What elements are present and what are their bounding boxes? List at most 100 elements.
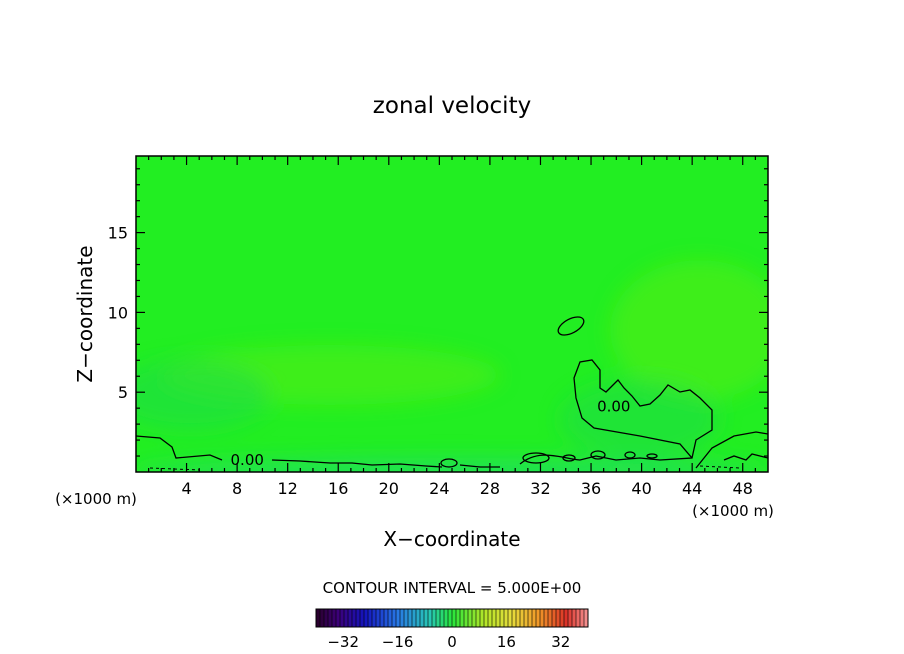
colorbar-tick-label: 16 <box>497 633 516 651</box>
colorbar-swatch <box>440 609 445 627</box>
colorbar-tick-label: −32 <box>327 633 359 651</box>
colorbar-swatch <box>484 609 489 627</box>
colorbar-swatch <box>420 609 425 627</box>
colorbar-swatch <box>504 609 509 627</box>
colorbar-swatch <box>396 609 401 627</box>
colorbar-swatch <box>540 609 545 627</box>
x-tick-label: 16 <box>328 479 348 498</box>
colorbar-swatch <box>444 609 449 627</box>
colorbar-swatch <box>480 609 485 627</box>
colorbar-swatch <box>524 609 529 627</box>
colorbar-tick-label: 0 <box>447 633 457 651</box>
x-tick-label: 28 <box>480 479 500 498</box>
colorbar-swatch <box>380 609 385 627</box>
contour-loop-small-1 <box>440 458 458 468</box>
colorbar-tick-label: −16 <box>382 633 414 651</box>
colorbar-swatch <box>556 609 561 627</box>
colorbar-swatch <box>364 609 369 627</box>
colorbar-swatch <box>576 609 581 627</box>
colorbar-swatch <box>356 609 361 627</box>
colorbar-swatch <box>460 609 465 627</box>
colorbar-swatch <box>376 609 381 627</box>
y-tick-label: 10 <box>108 303 128 322</box>
colorbar-swatch <box>448 609 453 627</box>
field-patch-negative-surface <box>136 458 768 472</box>
colorbar-swatch <box>324 609 329 627</box>
velocity-field: 0.00 0.00 <box>136 156 768 472</box>
colorbar-tick-label: 32 <box>551 633 570 651</box>
contour-loop-small-6 <box>646 453 658 459</box>
colorbar-swatch <box>316 609 321 627</box>
zero-contours <box>136 316 768 471</box>
contour-loop-upper <box>557 316 585 336</box>
contour-loop-small-4 <box>590 450 606 460</box>
colorbar-swatch <box>580 609 585 627</box>
colorbar-swatch <box>436 609 441 627</box>
colorbar-swatch <box>536 609 541 627</box>
field-patch-negative-left <box>136 360 270 430</box>
colorbar-swatch <box>320 609 325 627</box>
x-tick-label: 12 <box>278 479 298 498</box>
colorbar-swatch <box>520 609 525 627</box>
x-unit-left: (×1000 m) <box>55 490 137 508</box>
x-tick-label: 32 <box>530 479 550 498</box>
colorbar-swatch <box>336 609 341 627</box>
colorbar-swatch <box>352 609 357 627</box>
x-tick-label: 4 <box>181 479 191 498</box>
colorbar-swatch <box>516 609 521 627</box>
contour-line-surface <box>136 435 500 468</box>
colorbar-swatch <box>552 609 557 627</box>
colorbar-swatch <box>508 609 513 627</box>
contour-line-right <box>695 431 768 469</box>
contour-interval-text: CONTOUR INTERVAL = 5.000E+00 <box>323 579 582 597</box>
contour-loop-small-3 <box>562 454 576 462</box>
colorbar-frame <box>315 608 589 628</box>
colorbar-swatch <box>416 609 421 627</box>
colorbar-swatch <box>424 609 429 627</box>
colorbar-swatch <box>344 609 349 627</box>
colorbar-swatch <box>560 609 565 627</box>
colorbar-swatch <box>488 609 493 627</box>
contour-labels: 0.00 0.00 <box>231 398 631 469</box>
axis-ticks <box>136 156 768 472</box>
x-tick-label: 20 <box>379 479 399 498</box>
colorbar-swatch <box>388 609 393 627</box>
x-tick-label: 36 <box>581 479 601 498</box>
x-tick-label: 44 <box>682 479 702 498</box>
colorbar-swatch <box>360 609 365 627</box>
colorbar-swatch <box>348 609 353 627</box>
colorbar-swatch <box>584 609 589 627</box>
y-axis-label: Z−coordinate <box>73 245 97 382</box>
colorbar-swatch <box>432 609 437 627</box>
colorbar-swatch <box>384 609 389 627</box>
colorbar-swatch <box>332 609 337 627</box>
colorbar-swatch <box>532 609 537 627</box>
x-tick-label: 48 <box>733 479 753 498</box>
colorbar-swatch <box>564 609 569 627</box>
colorbar-swatch <box>500 609 505 627</box>
field-patch-positive-upper <box>610 260 768 400</box>
colorbar-swatch <box>368 609 373 627</box>
x-axis-label: X−coordinate <box>383 527 520 551</box>
colorbar-swatch <box>404 609 409 627</box>
colorbar-swatch <box>408 609 413 627</box>
contour-dash-negative <box>149 465 741 471</box>
contour-label: 0.00 <box>597 398 630 416</box>
colorbar-swatch <box>548 609 553 627</box>
colorbar-tick-labels: −32 −16 0 16 32 <box>327 633 570 651</box>
contour-loop-small-2 <box>522 452 550 464</box>
colorbar-swatch <box>512 609 517 627</box>
colorbar <box>315 608 589 628</box>
colorbar-swatch <box>528 609 533 627</box>
contour-loop-small-5 <box>624 451 636 459</box>
colorbar-swatch <box>544 609 549 627</box>
chart-title: zonal velocity <box>373 93 531 119</box>
colorbar-swatch <box>572 609 577 627</box>
colorbar-swatch <box>412 609 417 627</box>
colorbar-swatch <box>428 609 433 627</box>
colorbar-swatch <box>456 609 461 627</box>
x-unit-right: (×1000 m) <box>692 502 774 520</box>
colorbar-swatch <box>328 609 333 627</box>
